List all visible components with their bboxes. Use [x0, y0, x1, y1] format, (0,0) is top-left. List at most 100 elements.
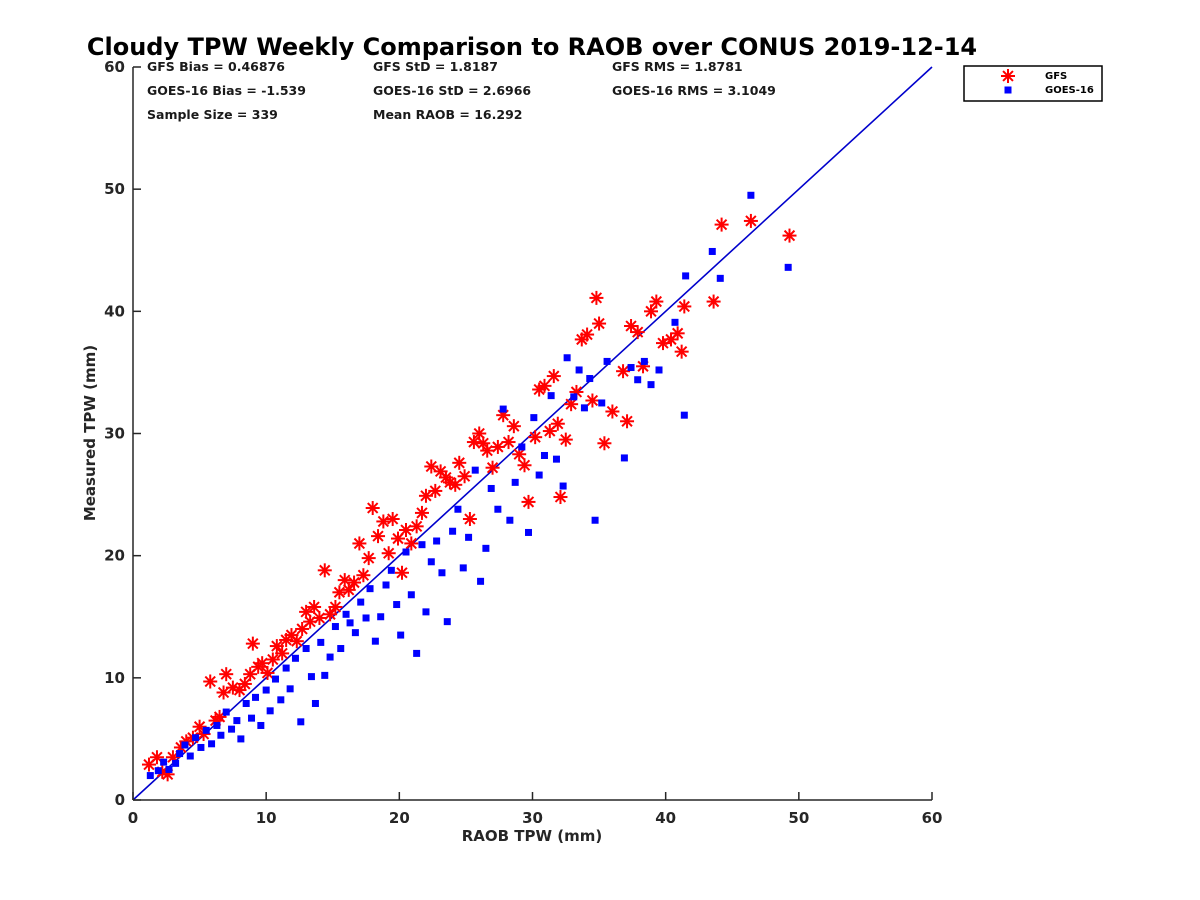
- goes16-point: [331, 623, 339, 631]
- goes16-point: [552, 455, 560, 463]
- goes16-point: [535, 471, 543, 479]
- stat-text: GOES-16 StD = 2.6966: [373, 83, 531, 98]
- goes16-point: [382, 581, 390, 589]
- gfs-point: [243, 667, 258, 682]
- goes16-point: [317, 638, 325, 646]
- stat-text: GOES-16 Bias = -1.539: [147, 83, 306, 98]
- legend-goes16-symbol: [1004, 86, 1012, 94]
- goes16-point: [252, 693, 260, 701]
- goes16-point: [402, 548, 410, 556]
- gfs-point: [616, 364, 631, 379]
- goes16-point: [477, 577, 485, 585]
- goes16-point: [671, 318, 679, 326]
- stat-text: GFS StD = 1.8187: [373, 59, 498, 74]
- goes16-point: [213, 721, 221, 729]
- gfs-point: [391, 531, 406, 546]
- gfs-point: [630, 325, 645, 340]
- x-tick-label: 10: [256, 809, 277, 827]
- legend-gfs-label: GFS: [1045, 71, 1067, 82]
- chart-title: Cloudy TPW Weekly Comparison to RAOB ove…: [87, 33, 977, 61]
- gfs-point: [414, 505, 429, 520]
- gfs-point: [275, 646, 290, 661]
- goes16-point: [326, 653, 334, 661]
- goes16-point: [192, 734, 200, 742]
- goes16-point: [248, 714, 256, 722]
- gfs-point: [365, 501, 380, 516]
- gfs-point: [620, 414, 635, 429]
- gfs-point: [404, 536, 419, 551]
- goes16-point: [307, 673, 315, 681]
- gfs-point: [376, 514, 391, 529]
- goes16-series: [146, 191, 792, 780]
- goes16-point: [620, 454, 628, 462]
- goes16-point: [291, 654, 299, 662]
- goes16-point: [154, 767, 162, 775]
- goes16-point: [357, 598, 365, 606]
- gfs-point: [592, 316, 607, 331]
- goes16-point: [342, 610, 350, 618]
- gfs-point: [706, 294, 721, 309]
- goes16-point: [377, 613, 385, 621]
- y-tick-label: 0: [115, 791, 125, 809]
- gfs-point: [385, 512, 400, 527]
- goes16-point: [172, 759, 180, 767]
- goes16-point: [530, 414, 538, 422]
- gfs-point: [674, 344, 689, 359]
- goes16-point: [351, 629, 359, 637]
- gfs-point: [347, 575, 362, 590]
- goes16-point: [563, 354, 571, 362]
- goes16-point: [202, 726, 210, 734]
- gfs-point: [462, 512, 477, 527]
- goes16-point: [575, 366, 583, 374]
- goes16-point: [242, 699, 250, 707]
- gfs-point: [448, 477, 463, 492]
- gfs-point: [782, 228, 797, 243]
- y-tick-label: 20: [104, 547, 125, 565]
- gfs-point: [466, 435, 481, 450]
- gfs-point: [506, 419, 521, 434]
- goes16-point: [286, 685, 294, 693]
- goes16-point: [433, 537, 441, 545]
- stat-text: GFS Bias = 0.46876: [147, 59, 285, 74]
- goes16-point: [525, 528, 533, 536]
- gfs-point: [394, 565, 409, 580]
- gfs-point: [312, 610, 327, 625]
- goes16-point: [511, 478, 519, 486]
- gfs-point: [255, 656, 270, 671]
- gfs-point: [501, 435, 516, 450]
- gfs-point: [743, 213, 758, 228]
- gfs-point: [219, 667, 234, 682]
- goes16-point: [655, 366, 663, 374]
- goes16-point: [647, 381, 655, 389]
- goes16-point: [282, 664, 290, 672]
- goes16-point: [181, 741, 189, 749]
- goes16-point: [487, 484, 495, 492]
- goes16-point: [266, 707, 274, 715]
- gfs-point: [237, 676, 252, 691]
- goes16-point: [362, 614, 370, 622]
- gfs-point: [644, 304, 659, 319]
- stat-text: Mean RAOB = 16.292: [373, 107, 522, 122]
- goes16-point: [459, 564, 467, 572]
- axes: [132, 66, 933, 801]
- gfs-point: [328, 599, 343, 614]
- legend-gfs-marker: [1001, 69, 1015, 83]
- gfs-point: [352, 536, 367, 551]
- gfs-point: [332, 585, 347, 600]
- goes16-point: [547, 392, 555, 400]
- goes16-point: [708, 247, 716, 255]
- gfs-point: [381, 546, 396, 561]
- goes16-point: [627, 364, 635, 372]
- gfs-point: [341, 582, 356, 597]
- goes16-point: [586, 375, 594, 383]
- gfs-point: [245, 636, 260, 651]
- gfs-point: [649, 294, 664, 309]
- tick-labels: 0 10 20 30 40 50 60 0 10 20 30 40 50 60: [104, 58, 942, 827]
- gfs-point: [398, 523, 413, 538]
- goes16-point: [438, 569, 446, 577]
- goes16-point: [237, 735, 245, 743]
- goes16-point: [422, 608, 430, 616]
- goes16-point: [716, 274, 724, 282]
- goes16-point: [494, 505, 502, 513]
- gfs-point: [361, 551, 376, 566]
